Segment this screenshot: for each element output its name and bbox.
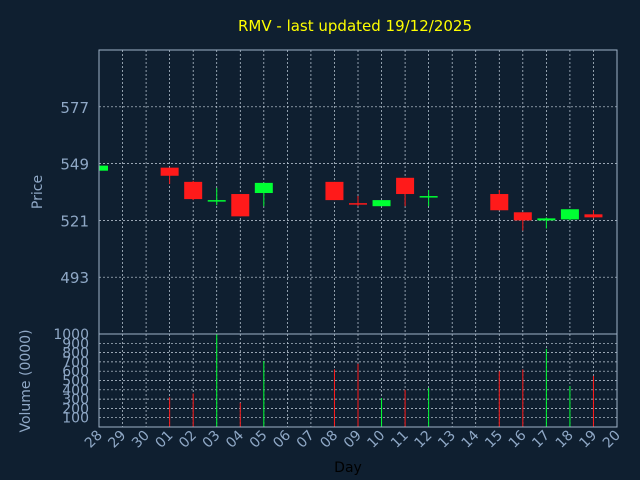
volume-panel-frame xyxy=(98,333,618,428)
x-tick-label: 13 xyxy=(435,428,459,452)
price-tick-label: 577 xyxy=(60,99,89,117)
x-tick-label: 18 xyxy=(553,428,577,452)
x-tick-label: 11 xyxy=(388,428,412,452)
x-tick-label: 02 xyxy=(176,428,200,452)
x-tick-label: 07 xyxy=(294,428,318,452)
x-axis-label: Day xyxy=(334,460,362,476)
candle-body xyxy=(207,200,226,202)
volume-tick-label: 300 xyxy=(62,392,89,408)
volume-tick-label: 700 xyxy=(62,355,89,371)
x-tick-label: 10 xyxy=(364,428,388,452)
price-tick-label: 493 xyxy=(60,269,89,287)
volume-tick-label: 800 xyxy=(62,346,89,362)
candle-body xyxy=(513,212,532,221)
candle-body xyxy=(160,167,179,176)
axes-layer: 28 29 30 01 02 03 04 05 06 07 08 09 10 11 12 13 14 15 16 17… xyxy=(53,49,624,452)
x-tick-label: 19 xyxy=(576,428,600,452)
candle-body xyxy=(372,200,391,207)
candle-body xyxy=(325,181,344,201)
candle-body xyxy=(490,194,509,211)
price-tick-label: 521 xyxy=(60,212,89,230)
volume-tick-label: 200 xyxy=(62,401,89,417)
x-tick-label: 01 xyxy=(153,428,177,452)
x-tick-label: 20 xyxy=(600,428,624,452)
x-tick-label: 15 xyxy=(482,428,506,452)
candle-body xyxy=(349,203,367,205)
marks-layer xyxy=(98,164,603,427)
candle-body xyxy=(419,196,438,198)
x-tick-label: 06 xyxy=(270,427,294,451)
candle-body xyxy=(254,182,273,194)
candle-body xyxy=(560,209,579,220)
x-tick-label: 28 xyxy=(82,428,106,452)
volume-axis-label: Volume (0000) xyxy=(18,329,34,432)
x-tick-label: 30 xyxy=(129,428,153,452)
x-tick-label: 05 xyxy=(247,428,271,452)
candle-body xyxy=(537,218,556,221)
candle-body xyxy=(184,181,203,200)
x-tick-label: 12 xyxy=(412,428,436,452)
volume-tick-label: 400 xyxy=(62,383,89,399)
volume-tick-label: 1000 xyxy=(53,327,89,343)
chart-title: RMV - last updated 19/12/2025 xyxy=(238,17,472,35)
price-tick-label: 549 xyxy=(60,156,89,174)
candle-body xyxy=(99,165,108,171)
x-tick-label: 16 xyxy=(506,427,530,451)
volume-tick-label: 900 xyxy=(62,336,89,352)
volume-tick-label: 500 xyxy=(62,374,89,390)
x-tick-label: 08 xyxy=(317,428,341,452)
x-tick-label: 04 xyxy=(223,427,247,451)
x-tick-label: 17 xyxy=(529,428,553,452)
x-tick-label: 14 xyxy=(459,427,483,451)
volume-tick-label: 100 xyxy=(62,411,89,427)
x-tick-label: 09 xyxy=(341,428,365,452)
x-tick-label: 03 xyxy=(200,428,224,452)
candle-body xyxy=(396,177,415,195)
candle-body xyxy=(231,194,250,217)
price-axis-label: Price xyxy=(30,175,46,209)
volume-tick-label: 600 xyxy=(62,364,89,380)
candle-body xyxy=(584,214,603,218)
x-tick-label: 29 xyxy=(105,428,129,452)
